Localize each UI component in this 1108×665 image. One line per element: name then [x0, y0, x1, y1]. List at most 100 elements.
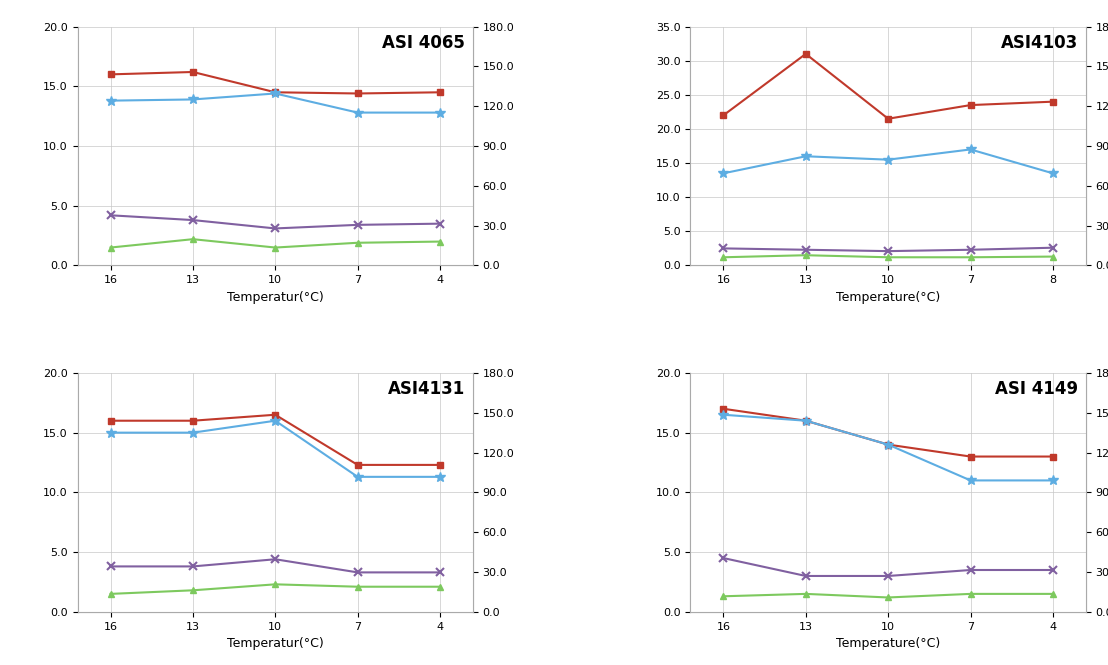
Line: Pileus
hickness(mm): Pileus hickness(mm) — [720, 252, 1056, 261]
X-axis label: Temperatur(°C): Temperatur(°C) — [227, 637, 324, 650]
Pileus
diameter(mm) — [104, 417, 117, 425]
Pileus
hickness(mm) — [882, 253, 895, 261]
Stem
length(mm) — [351, 473, 365, 481]
Pileus
hickness(mm) — [351, 239, 365, 247]
Stem
thickness(mm) — [104, 211, 117, 219]
Pileus
hickness(mm) — [433, 583, 447, 591]
Stem
length(mm) — [433, 473, 447, 481]
Line: Pileus
hickness(mm): Pileus hickness(mm) — [720, 591, 1056, 601]
Pileus
diameter(mm) — [882, 441, 895, 449]
Pileus
diameter(mm) — [1046, 98, 1059, 106]
Stem
length(mm) — [1046, 170, 1059, 178]
Pileus
diameter(mm) — [433, 88, 447, 96]
X-axis label: Temperatur(°C): Temperatur(°C) — [227, 291, 324, 304]
Pileus
diameter(mm) — [964, 101, 977, 109]
Pileus
diameter(mm) — [104, 70, 117, 78]
Line: Stem
thickness(mm): Stem thickness(mm) — [719, 554, 1057, 580]
Stem
thickness(mm) — [717, 554, 730, 562]
Stem
thickness(mm) — [1046, 566, 1059, 574]
Stem
length(mm) — [882, 156, 895, 164]
Stem
thickness(mm) — [268, 225, 281, 233]
Line: Stem
length(mm): Stem length(mm) — [718, 144, 1058, 178]
Stem
length(mm) — [268, 417, 281, 425]
Pileus
hickness(mm) — [964, 253, 977, 261]
Pileus
hickness(mm) — [186, 587, 199, 595]
Stem
thickness(mm) — [964, 246, 977, 254]
Stem
length(mm) — [799, 152, 812, 160]
Line: Pileus
diameter(mm): Pileus diameter(mm) — [107, 411, 443, 468]
Pileus
diameter(mm) — [186, 68, 199, 76]
Stem
length(mm) — [717, 411, 730, 419]
Stem
length(mm) — [882, 441, 895, 449]
Pileus
hickness(mm) — [882, 593, 895, 601]
Stem
thickness(mm) — [186, 563, 199, 571]
Line: Stem
length(mm): Stem length(mm) — [105, 416, 445, 481]
Line: Pileus
diameter(mm): Pileus diameter(mm) — [107, 68, 443, 97]
Line: Stem
thickness(mm): Stem thickness(mm) — [719, 243, 1057, 255]
Pileus
hickness(mm) — [799, 590, 812, 598]
Stem
length(mm) — [717, 170, 730, 178]
Pileus
diameter(mm) — [964, 453, 977, 461]
Stem
thickness(mm) — [1046, 244, 1059, 252]
Pileus
hickness(mm) — [799, 251, 812, 259]
Pileus
hickness(mm) — [717, 593, 730, 600]
Line: Stem
thickness(mm): Stem thickness(mm) — [106, 211, 444, 233]
Stem
thickness(mm) — [186, 216, 199, 224]
Stem
thickness(mm) — [268, 555, 281, 563]
Pileus
diameter(mm) — [351, 461, 365, 469]
Stem
length(mm) — [1046, 476, 1059, 484]
Pileus
diameter(mm) — [882, 115, 895, 123]
Pileus
diameter(mm) — [186, 417, 199, 425]
Stem
thickness(mm) — [964, 566, 977, 574]
Stem
thickness(mm) — [433, 569, 447, 577]
Line: Pileus
hickness(mm): Pileus hickness(mm) — [107, 235, 443, 251]
Stem
thickness(mm) — [799, 572, 812, 580]
Line: Stem
thickness(mm): Stem thickness(mm) — [106, 555, 444, 577]
Pileus
hickness(mm) — [717, 253, 730, 261]
Text: ASI4103: ASI4103 — [1001, 34, 1078, 52]
Pileus
hickness(mm) — [104, 243, 117, 251]
Stem
length(mm) — [964, 476, 977, 484]
Pileus
hickness(mm) — [186, 235, 199, 243]
Pileus
hickness(mm) — [433, 237, 447, 245]
Stem
thickness(mm) — [351, 221, 365, 229]
Stem
length(mm) — [799, 417, 812, 425]
Text: ASI 4065: ASI 4065 — [382, 34, 465, 52]
Stem
length(mm) — [433, 108, 447, 116]
Pileus
diameter(mm) — [268, 88, 281, 96]
Line: Pileus
hickness(mm): Pileus hickness(mm) — [107, 581, 443, 597]
Stem
length(mm) — [104, 96, 117, 104]
Pileus
diameter(mm) — [433, 461, 447, 469]
Pileus
diameter(mm) — [268, 411, 281, 419]
Stem
length(mm) — [186, 429, 199, 437]
Stem
length(mm) — [351, 108, 365, 116]
Text: ASI4131: ASI4131 — [388, 380, 465, 398]
Stem
length(mm) — [268, 90, 281, 98]
Pileus
hickness(mm) — [1046, 253, 1059, 261]
Pileus
hickness(mm) — [268, 581, 281, 589]
Pileus
diameter(mm) — [1046, 453, 1059, 461]
Stem
length(mm) — [186, 96, 199, 104]
Stem
thickness(mm) — [799, 246, 812, 254]
Pileus
diameter(mm) — [799, 417, 812, 425]
Pileus
diameter(mm) — [799, 50, 812, 58]
Text: ASI 4149: ASI 4149 — [995, 380, 1078, 398]
Pileus
diameter(mm) — [351, 90, 365, 98]
Pileus
hickness(mm) — [351, 583, 365, 591]
Stem
thickness(mm) — [433, 219, 447, 227]
Stem
thickness(mm) — [882, 247, 895, 255]
Stem
length(mm) — [104, 429, 117, 437]
Stem
thickness(mm) — [351, 569, 365, 577]
Stem
length(mm) — [964, 146, 977, 154]
Line: Pileus
diameter(mm): Pileus diameter(mm) — [720, 51, 1056, 122]
Stem
thickness(mm) — [104, 563, 117, 571]
Line: Pileus
diameter(mm): Pileus diameter(mm) — [720, 405, 1056, 460]
Line: Stem
length(mm): Stem length(mm) — [718, 410, 1058, 485]
Pileus
hickness(mm) — [268, 243, 281, 251]
Pileus
hickness(mm) — [1046, 590, 1059, 598]
Pileus
diameter(mm) — [717, 111, 730, 119]
X-axis label: Temperature(°C): Temperature(°C) — [837, 291, 941, 304]
Stem
thickness(mm) — [717, 245, 730, 253]
Pileus
hickness(mm) — [964, 590, 977, 598]
Pileus
diameter(mm) — [717, 405, 730, 413]
